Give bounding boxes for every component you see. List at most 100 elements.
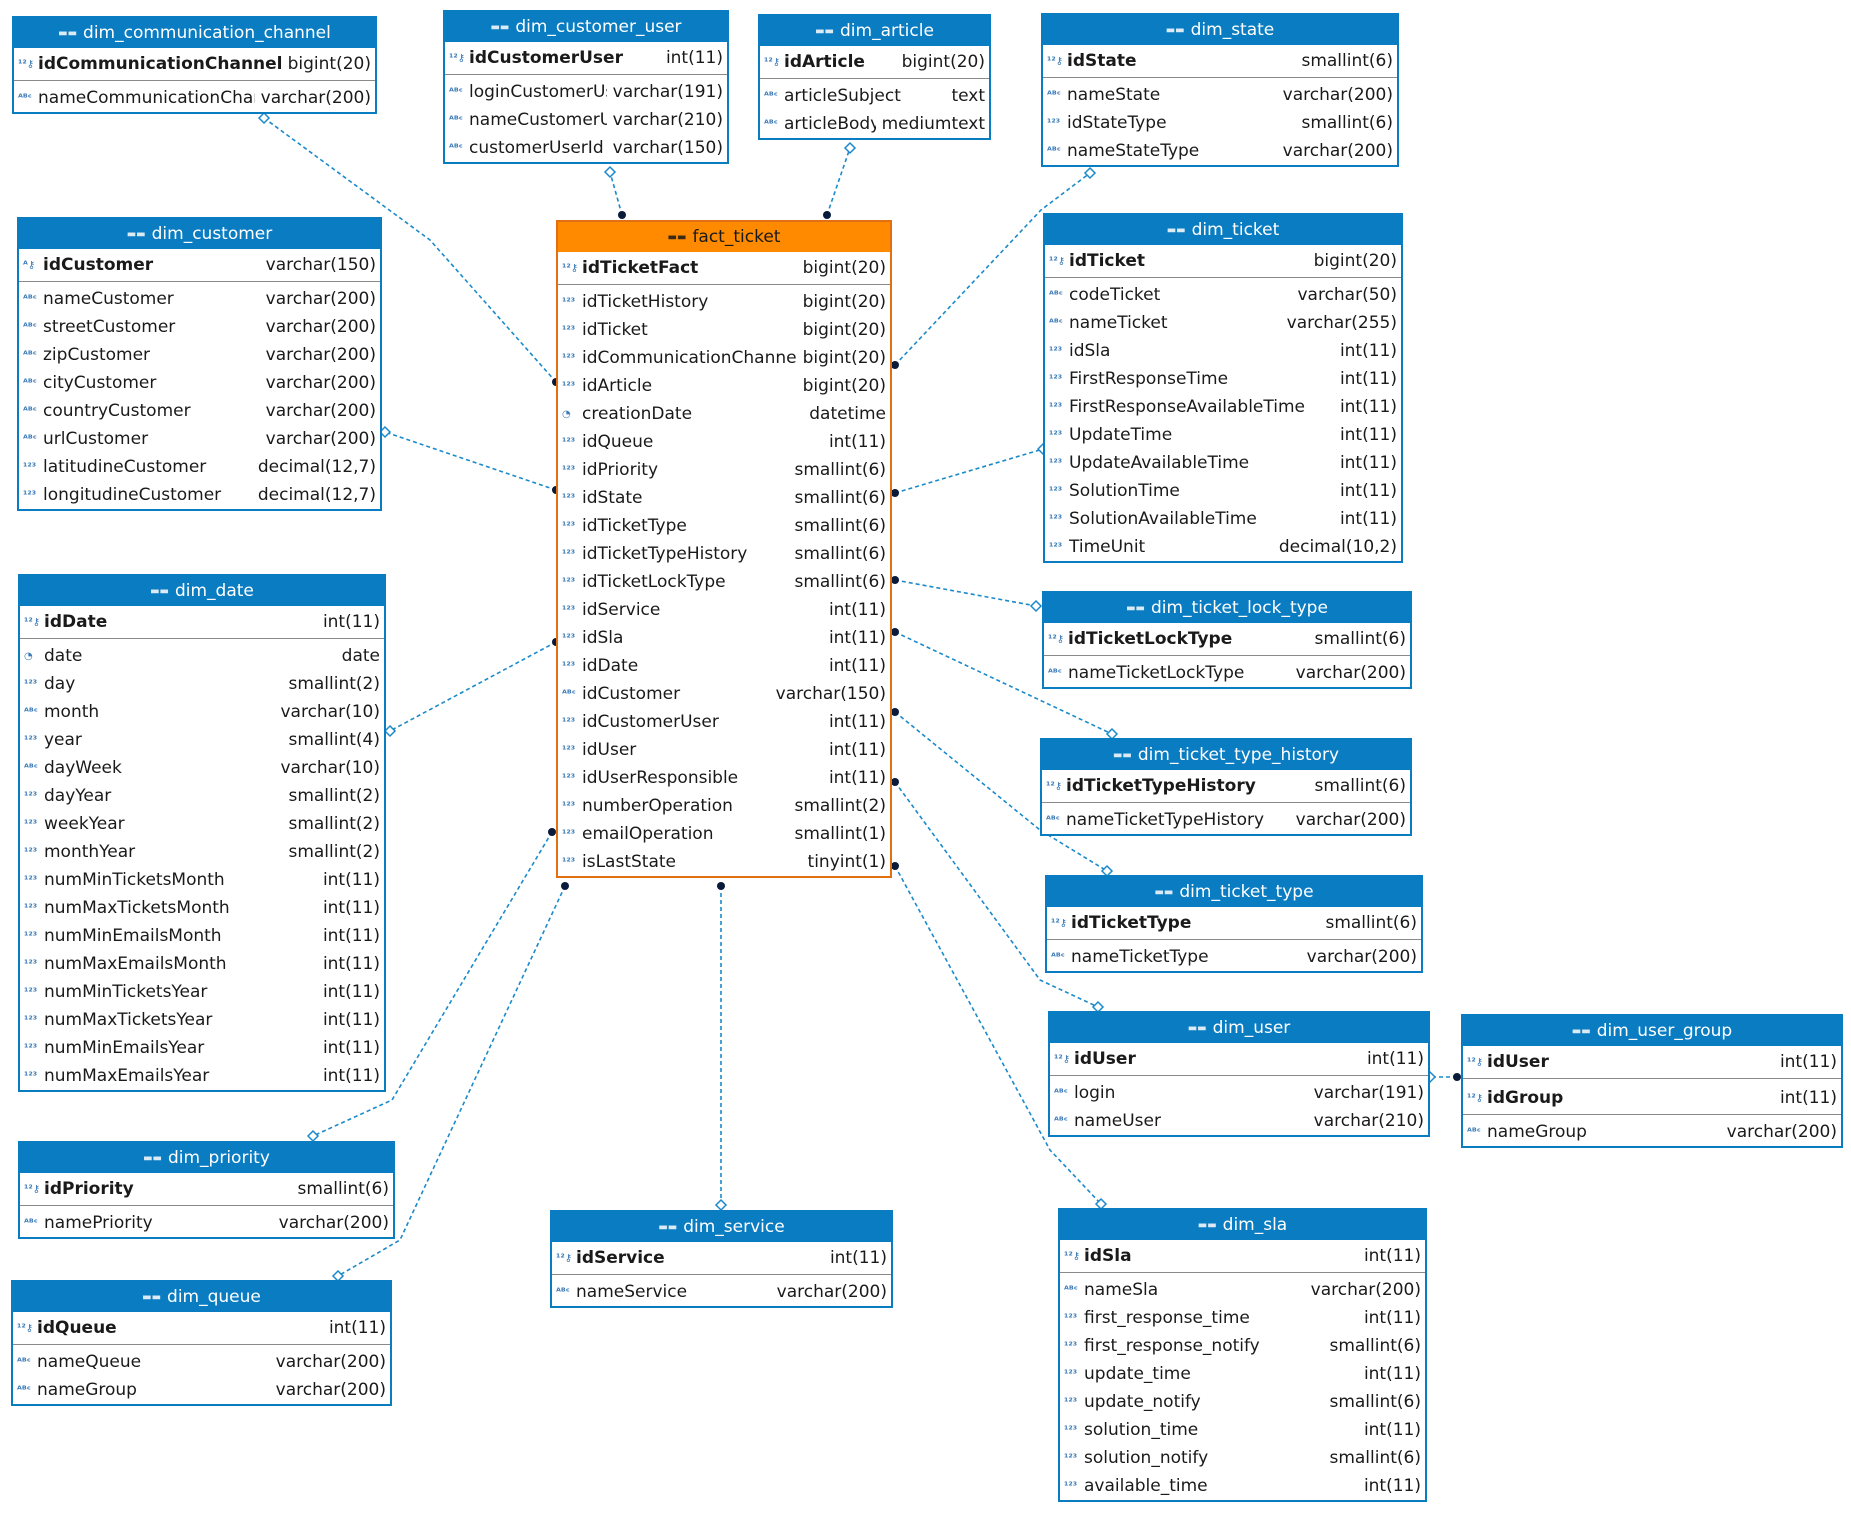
column-row[interactable]: ¹²⚷ idCustomerUser int(11): [445, 42, 727, 75]
column-row[interactable]: ¹²³ FirstResponseTime int(11): [1045, 365, 1401, 393]
column-row[interactable]: ¹²³ idArticle bigint(20): [558, 372, 890, 400]
column-row[interactable]: ¹²⚷ idTicket bigint(20): [1045, 245, 1401, 278]
column-row[interactable]: ¹²³ update_notify smallint(6): [1060, 1388, 1425, 1416]
column-row[interactable]: ¹²³ numMaxTicketsYear int(11): [20, 1006, 384, 1034]
table-dim-ticket[interactable]: ▬▬ dim_ticket ¹²⚷ idTicket bigint(20) ᴬᴮᶜ code…: [1043, 213, 1403, 563]
column-row[interactable]: ᴬᴮᶜ nameTicketLockType varchar(200): [1044, 659, 1410, 687]
table-dim-state[interactable]: ▬▬ dim_state ¹²⚷ idState smallint(6) ᴬᴮᶜ nameS…: [1041, 13, 1399, 167]
column-row[interactable]: ¹²³ idSla int(11): [558, 624, 890, 652]
column-row[interactable]: ¹²⚷ idQueue int(11): [13, 1312, 390, 1345]
table-header[interactable]: ▬▬ dim_date: [20, 576, 384, 606]
table-header[interactable]: ▬▬ dim_user_group: [1463, 1016, 1841, 1046]
column-row[interactable]: ¹²³ year smallint(4): [20, 726, 384, 754]
column-row[interactable]: ¹²³ day smallint(2): [20, 670, 384, 698]
table-dim-sla[interactable]: ▬▬ dim_sla ¹²⚷ idSla int(11) ᴬᴮᶜ nameSla varcha…: [1058, 1208, 1427, 1502]
column-row[interactable]: ¹²³ SolutionAvailableTime int(11): [1045, 505, 1401, 533]
column-row[interactable]: ᴬᴮᶜ nameStateType varchar(200): [1043, 137, 1397, 165]
column-row[interactable]: ᴬᴮᶜ nameCommunicationChannelvarchar(200): [14, 84, 375, 112]
column-row[interactable]: ¹²³ latitudineCustomer decimal(12,7): [19, 453, 380, 481]
table-header[interactable]: ▬▬ dim_state: [1043, 15, 1397, 45]
column-row[interactable]: ᴬᴮᶜ login varchar(191): [1050, 1079, 1428, 1107]
column-row[interactable]: ᴬᴮᶜ nameCustomerUservarchar(210): [445, 106, 727, 134]
column-row[interactable]: ¹²³ idTicketTypeHistory smallint(6): [558, 540, 890, 568]
column-row[interactable]: ᴬ⚷ idCustomer varchar(150): [19, 249, 380, 282]
table-header[interactable]: ▬▬ dim_service: [552, 1212, 891, 1242]
column-row[interactable]: ¹²³ emailOperation smallint(1): [558, 820, 890, 848]
column-row[interactable]: ᴬᴮᶜ nameTicketTypeHistory varchar(200): [1042, 806, 1410, 834]
column-row[interactable]: ¹²³ numMinEmailsMonth int(11): [20, 922, 384, 950]
column-row[interactable]: ᴬᴮᶜ idCustomer varchar(150): [558, 680, 890, 708]
column-row[interactable]: ¹²³ numMaxEmailsMonth int(11): [20, 950, 384, 978]
column-row[interactable]: ¹²³ available_time int(11): [1060, 1472, 1425, 1500]
column-row[interactable]: ¹²³ update_time int(11): [1060, 1360, 1425, 1388]
table-dim-customer[interactable]: ▬▬ dim_customer ᴬ⚷ idCustomer varchar(150) ᴬᴮ…: [17, 217, 382, 511]
column-row[interactable]: ¹²³ idCommunicationChannel bigint(20): [558, 344, 890, 372]
table-dim-user[interactable]: ▬▬ dim_user ¹²⚷ idUser int(11) ᴬᴮᶜ login varcha…: [1048, 1011, 1430, 1137]
column-row[interactable]: ¹²⚷ idService int(11): [552, 1242, 891, 1275]
column-row[interactable]: ¹²⚷ idUser int(11): [1463, 1046, 1841, 1079]
column-row[interactable]: ¹²³ idSla int(11): [1045, 337, 1401, 365]
column-row[interactable]: ¹²³ numberOperation smallint(2): [558, 792, 890, 820]
column-row[interactable]: ¹²³ numMinTicketsYear int(11): [20, 978, 384, 1006]
column-row[interactable]: ¹²³ TimeUnit decimal(10,2): [1045, 533, 1401, 561]
column-row[interactable]: ᴬᴮᶜ zipCustomer varchar(200): [19, 341, 380, 369]
column-row[interactable]: ¹²³ idTicketLockType smallint(6): [558, 568, 890, 596]
column-row[interactable]: ¹²³ solution_time int(11): [1060, 1416, 1425, 1444]
column-row[interactable]: ¹²³ SolutionTime int(11): [1045, 477, 1401, 505]
table-dim-service[interactable]: ▬▬ dim_service ¹²⚷ idService int(11) ᴬᴮᶜ nameS…: [550, 1210, 893, 1308]
column-row[interactable]: ¹²⚷ idState smallint(6): [1043, 45, 1397, 78]
table-header[interactable]: ▬▬ dim_ticket_type_history: [1042, 740, 1410, 770]
column-row[interactable]: ¹²³ idPriority smallint(6): [558, 456, 890, 484]
column-row[interactable]: ᴬᴮᶜ nameUser varchar(210): [1050, 1107, 1428, 1135]
table-dim-communication-channel[interactable]: ▬▬ dim_communication_channel ¹²⚷ idCommunic…: [12, 16, 377, 114]
column-row[interactable]: ᴬᴮᶜ nameService varchar(200): [552, 1278, 891, 1306]
column-row[interactable]: ¹²³ idQueue int(11): [558, 428, 890, 456]
table-header[interactable]: ▬▬ dim_user: [1050, 1013, 1428, 1043]
table-dim-ticket-type-history[interactable]: ▬▬ dim_ticket_type_history ¹²⚷ idTicketType…: [1040, 738, 1412, 836]
table-dim-priority[interactable]: ▬▬ dim_priority ¹²⚷ idPriority smallint(6) ᴬᴮ…: [18, 1141, 395, 1239]
column-row[interactable]: ¹²⚷ idDate int(11): [20, 606, 384, 639]
column-row[interactable]: ᴬᴮᶜ countryCustomer varchar(200): [19, 397, 380, 425]
column-row[interactable]: ¹²⚷ idPriority smallint(6): [20, 1173, 393, 1206]
column-row[interactable]: ᴬᴮᶜ nameState varchar(200): [1043, 81, 1397, 109]
column-row[interactable]: ᴬᴮᶜ nameTicket varchar(255): [1045, 309, 1401, 337]
column-row[interactable]: ¹²³ numMinEmailsYear int(11): [20, 1034, 384, 1062]
table-header[interactable]: ▬▬ dim_queue: [13, 1282, 390, 1312]
table-dim-queue[interactable]: ▬▬ dim_queue ¹²⚷ idQueue int(11) ᴬᴮᶜ nameQueue…: [11, 1280, 392, 1406]
column-row[interactable]: ᴬᴮᶜ month varchar(10): [20, 698, 384, 726]
column-row[interactable]: ᴬᴮᶜ nameGroup varchar(200): [13, 1376, 390, 1404]
column-row[interactable]: ¹²³ UpdateTime int(11): [1045, 421, 1401, 449]
table-header[interactable]: ▬▬ dim_article: [760, 16, 989, 46]
table-dim-ticket-lock-type[interactable]: ▬▬ dim_ticket_lock_type ¹²⚷ idTicketLockTyp…: [1042, 591, 1412, 689]
table-dim-ticket-type[interactable]: ▬▬ dim_ticket_type ¹²⚷ idTicketType smallint…: [1045, 875, 1423, 973]
column-row[interactable]: ᴬᴮᶜ nameSla varchar(200): [1060, 1276, 1425, 1304]
column-row[interactable]: ¹²³ idState smallint(6): [558, 484, 890, 512]
column-row[interactable]: ¹²³ weekYear smallint(2): [20, 810, 384, 838]
column-row[interactable]: ¹²³ numMaxTicketsMonth int(11): [20, 894, 384, 922]
table-header[interactable]: ▬▬ dim_customer: [19, 219, 380, 249]
column-row[interactable]: ᴬᴮᶜ cityCustomer varchar(200): [19, 369, 380, 397]
column-row[interactable]: ¹²⚷ idTicketType smallint(6): [1047, 907, 1421, 940]
column-row[interactable]: ¹²⚷ idArticle bigint(20): [760, 46, 989, 79]
column-row[interactable]: ¹²³ idService int(11): [558, 596, 890, 624]
column-row[interactable]: ¹²⚷ idTicketTypeHistory smallint(6): [1042, 770, 1410, 803]
table-header[interactable]: ▬▬ dim_ticket_type: [1047, 877, 1421, 907]
table-header[interactable]: ▬▬ fact_ticket: [558, 222, 890, 252]
column-row[interactable]: ¹²³ numMinTicketsMonth int(11): [20, 866, 384, 894]
column-row[interactable]: ¹²³ idTicket bigint(20): [558, 316, 890, 344]
column-row[interactable]: ¹²³ idCustomerUser int(11): [558, 708, 890, 736]
table-header[interactable]: ▬▬ dim_ticket_lock_type: [1044, 593, 1410, 623]
column-row[interactable]: ᴬᴮᶜ nameTicketType varchar(200): [1047, 943, 1421, 971]
column-row[interactable]: ᴬᴮᶜ streetCustomer varchar(200): [19, 313, 380, 341]
column-row[interactable]: ¹²³ solution_notify smallint(6): [1060, 1444, 1425, 1472]
column-row[interactable]: ¹²⚷ idGroup int(11): [1463, 1082, 1841, 1115]
column-row[interactable]: ᴬᴮᶜ urlCustomer varchar(200): [19, 425, 380, 453]
table-header[interactable]: ▬▬ dim_ticket: [1045, 215, 1401, 245]
column-row[interactable]: ᴬᴮᶜ codeTicket varchar(50): [1045, 281, 1401, 309]
column-row[interactable]: ᴬᴮᶜ dayWeek varchar(10): [20, 754, 384, 782]
column-row[interactable]: ᴬᴮᶜ nameGroup varchar(200): [1463, 1118, 1841, 1146]
table-fact-ticket[interactable]: ▬▬ fact_ticket ¹²⚷ idTicketFact bigint(20) ¹²…: [556, 220, 892, 878]
column-row[interactable]: ¹²³ isLastState tinyint(1): [558, 848, 890, 876]
column-row[interactable]: ¹²⚷ idTicketLockType smallint(6): [1044, 623, 1410, 656]
column-row[interactable]: ◔ creationDate datetime: [558, 400, 890, 428]
